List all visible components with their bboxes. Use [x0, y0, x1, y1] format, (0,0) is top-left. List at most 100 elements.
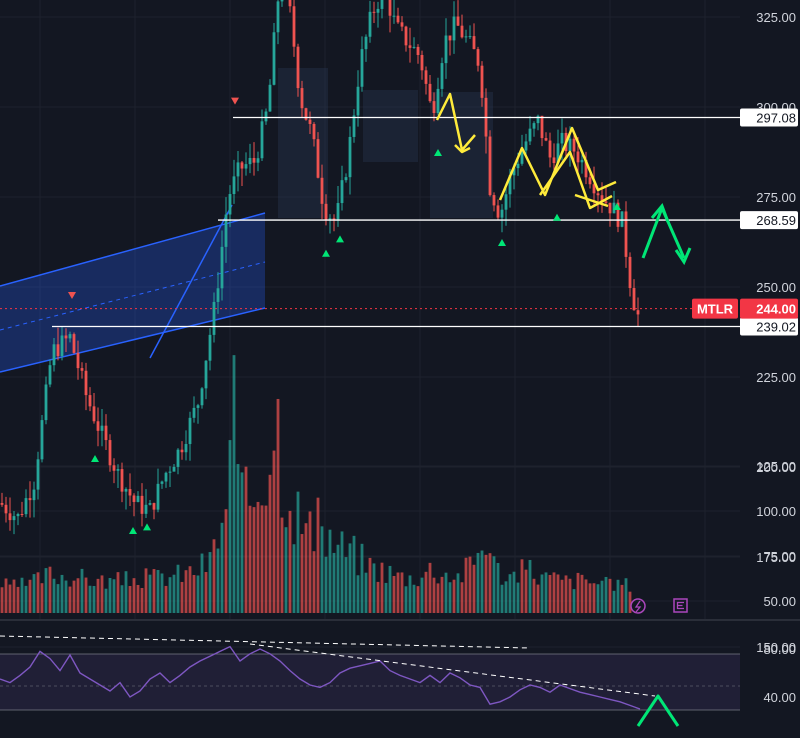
candle: [552, 143, 556, 171]
volume-bar: [536, 584, 540, 613]
candle: [168, 466, 172, 488]
candle: [148, 500, 152, 506]
candle-body: [520, 150, 524, 164]
volume-bar: [392, 575, 396, 613]
candle-body: [28, 498, 32, 501]
candle-body: [628, 256, 632, 289]
candle: [272, 23, 276, 86]
rsi-tick-label: 80.00: [763, 642, 796, 657]
volume-bar: [324, 556, 328, 613]
candle-body: [216, 288, 220, 302]
candle: [376, 1, 380, 28]
volume-bar: [200, 553, 204, 613]
candle: [128, 473, 132, 507]
volume-bar: [612, 590, 616, 613]
candle-body: [544, 138, 548, 141]
candle: [100, 409, 104, 447]
candle-body: [108, 440, 112, 466]
candle: [624, 201, 628, 268]
candle: [584, 151, 588, 185]
candle: [36, 451, 40, 500]
level-tag-bg: [740, 317, 798, 336]
candle-body: [300, 88, 304, 109]
candle-body: [608, 202, 612, 214]
candle: [408, 27, 412, 63]
candle: [216, 272, 220, 314]
volume-bar: [192, 575, 196, 613]
candle-body: [128, 489, 132, 496]
candle: [404, 25, 408, 52]
volume-bar: [556, 574, 560, 613]
buy-marker: [322, 249, 330, 257]
candle-body: [152, 503, 156, 510]
volume-bar: [260, 505, 264, 613]
rsi-green-arrow: [636, 694, 680, 727]
rsi-tick-label: 40.00: [763, 690, 796, 705]
candle-body: [88, 395, 92, 407]
candle: [340, 165, 344, 211]
candle-body: [164, 472, 168, 482]
volume-bar: [8, 584, 12, 613]
candle: [440, 57, 444, 97]
candle: [328, 214, 332, 234]
candle: [524, 133, 528, 155]
yellow-annotation-4: [538, 150, 613, 210]
range-zone-2: [363, 90, 418, 162]
green-arrow-head-up: [650, 203, 670, 223]
candle-body: [428, 83, 432, 102]
volume-bar: [208, 552, 212, 613]
volume-bar: [108, 577, 112, 613]
candle-body: [288, 0, 292, 7]
candle: [180, 441, 184, 460]
volume-bar: [80, 568, 84, 613]
candle-body: [236, 162, 240, 177]
candle: [44, 376, 48, 425]
volume-bar: [128, 586, 132, 613]
candle: [80, 362, 84, 379]
candle: [368, 0, 372, 43]
candle: [592, 166, 596, 205]
volume-bar: [164, 585, 168, 613]
candle-body: [72, 334, 76, 353]
yellow-annotation-3: [498, 126, 617, 201]
candle: [292, 0, 296, 57]
volume-bar: [36, 572, 40, 613]
volume-bar: [504, 581, 508, 613]
candle: [352, 109, 356, 143]
candle-body: [604, 201, 608, 203]
volume-bar: [336, 544, 340, 613]
candle-body: [424, 70, 428, 84]
candle-body: [372, 11, 376, 13]
volume-bar: [468, 556, 472, 613]
volume-bar: [452, 579, 456, 613]
symbol-tag-bg: [692, 298, 738, 319]
volume-bar: [312, 551, 316, 613]
candle-body: [636, 310, 640, 315]
volume-bar: [400, 572, 404, 613]
candle: [64, 328, 68, 353]
level-tag-268.59: 268.59: [756, 213, 796, 228]
volume-bar: [512, 571, 516, 613]
candle: [288, 0, 292, 13]
volume-bar: [520, 559, 524, 613]
volume-bar: [592, 583, 596, 613]
volume-bar: [24, 585, 28, 613]
candle-body: [572, 138, 576, 152]
candle: [316, 132, 320, 179]
candle-body: [52, 344, 56, 366]
candle: [28, 481, 32, 518]
volume-bar: [216, 548, 220, 613]
buy-marker: [129, 527, 137, 534]
volume-bar: [320, 526, 324, 613]
volume-bar: [308, 511, 312, 613]
candle-body: [324, 203, 328, 221]
volume-bar: [372, 563, 376, 613]
volume-bar: [84, 577, 88, 613]
candle: [492, 192, 496, 212]
volume-bar: [224, 509, 228, 613]
candle-body: [20, 513, 24, 515]
level-tag-297.08: 297.08: [756, 111, 796, 126]
volume-bar: [52, 578, 56, 613]
candle-body: [408, 45, 412, 48]
horizontal-levels: [0, 116, 740, 328]
